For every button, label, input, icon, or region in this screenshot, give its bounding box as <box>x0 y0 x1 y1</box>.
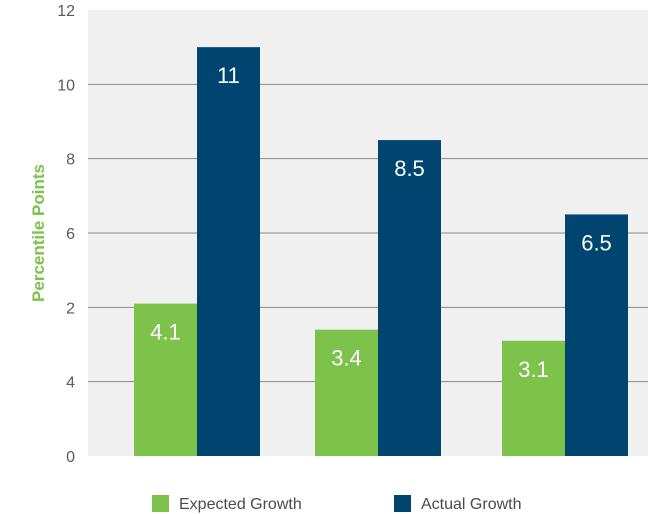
actual-growth-bar <box>378 140 441 457</box>
y-axis-ticks: 0 4 2 6 8 10 12 <box>57 3 75 466</box>
actual-growth-bar <box>565 214 628 456</box>
legend-label: Actual Growth <box>421 496 521 513</box>
data-label: 3.1 <box>518 357 549 382</box>
actual-growth-bar <box>197 47 260 457</box>
data-label: 11 <box>217 63 240 88</box>
legend: Expected Growth Actual Growth <box>152 495 521 513</box>
y-tick-label: 8 <box>66 152 75 169</box>
y-axis-label: Percentile Points <box>29 164 48 302</box>
y-tick-label: 6 <box>66 226 75 243</box>
data-labels: 4.1 3.4 3.1 11 8.5 6.5 <box>150 63 612 382</box>
expected-growth-bar <box>502 340 565 456</box>
y-tick-label: 10 <box>57 77 75 94</box>
legend-swatch <box>394 495 411 512</box>
bars <box>134 47 628 457</box>
y-tick-label: 12 <box>57 3 75 20</box>
data-label: 8.5 <box>394 156 425 181</box>
data-label: 6.5 <box>581 230 612 255</box>
legend-label: Expected Growth <box>179 496 302 513</box>
expected-growth-bar <box>134 303 197 456</box>
data-label: 3.4 <box>331 346 362 371</box>
data-label: 4.1 <box>150 320 181 345</box>
legend-swatch <box>152 495 169 512</box>
y-tick-label: 2 <box>66 300 75 317</box>
y-tick-label: 4 <box>66 375 75 392</box>
expected-growth-bar <box>315 329 378 456</box>
y-tick-label: 0 <box>66 449 75 466</box>
